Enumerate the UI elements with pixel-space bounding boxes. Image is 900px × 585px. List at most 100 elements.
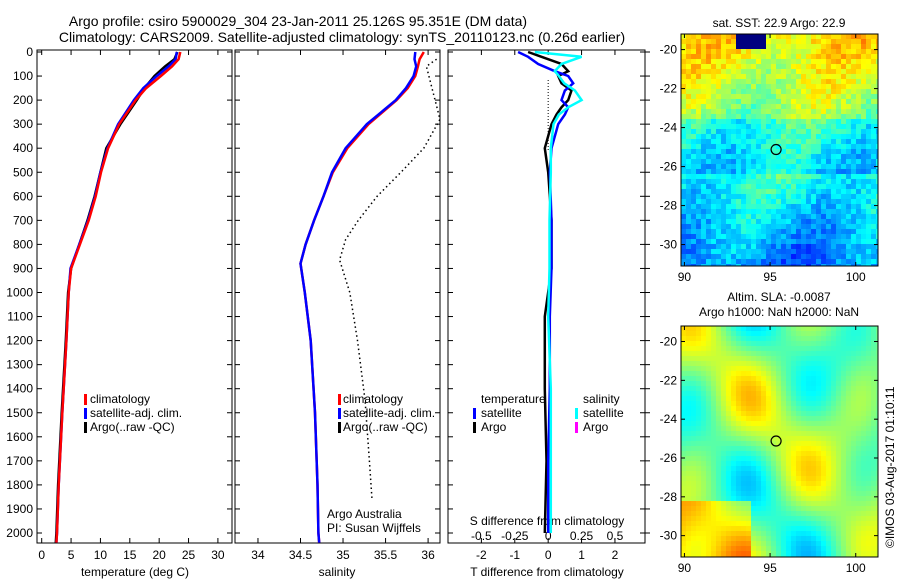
map-cell (776, 164, 781, 169)
map-cell (816, 99, 821, 104)
map-cell (831, 59, 836, 64)
map-cell (706, 336, 711, 341)
map-cell (826, 139, 831, 144)
map-cell (691, 401, 696, 406)
map-cell (756, 64, 761, 69)
map-cell (771, 234, 776, 239)
map-cell (781, 406, 786, 411)
map-cell (771, 511, 776, 516)
legend-swatch (473, 422, 476, 433)
map-cell (776, 124, 781, 129)
map-cell (846, 49, 851, 54)
map-cell (736, 511, 741, 516)
map-cell (876, 336, 878, 341)
map-cell (861, 229, 866, 234)
map-cell (871, 169, 876, 174)
map-cell (681, 416, 686, 421)
map-cell (786, 119, 791, 124)
map-cell (686, 411, 691, 416)
map-cell (816, 391, 821, 396)
map-cell (726, 69, 731, 74)
map-cell (731, 336, 736, 341)
map-cell (836, 436, 841, 441)
map-cell (716, 189, 721, 194)
map-cell (796, 496, 801, 501)
map-cell (791, 224, 796, 229)
map-cell (771, 109, 776, 114)
map-cell (731, 144, 736, 149)
map-cell (731, 476, 736, 481)
map-cell (866, 194, 871, 199)
map-cell (726, 209, 731, 214)
map-cell (691, 511, 696, 516)
annotation-argo-australia: Argo Australia (327, 507, 402, 521)
map-cell (856, 526, 861, 531)
map-cell (781, 184, 786, 189)
legend-swatch (575, 422, 578, 433)
map-cell (791, 366, 796, 371)
map-cell (696, 536, 701, 541)
map-cell (786, 154, 791, 159)
map-cell (686, 39, 691, 44)
map-cell (711, 249, 716, 254)
map-cell (871, 179, 876, 184)
map-cell (856, 204, 861, 209)
map-cell (821, 139, 826, 144)
map-cell (816, 526, 821, 531)
map-cell (846, 204, 851, 209)
map-cell (721, 94, 726, 99)
map-cell (831, 446, 836, 451)
map-cell (681, 521, 686, 526)
map-cell (811, 391, 816, 396)
map-cell (786, 401, 791, 406)
map-cell (706, 541, 711, 546)
map-cell (741, 129, 746, 134)
map-cell (871, 224, 876, 229)
map-cell (831, 34, 836, 39)
map-cell (796, 69, 801, 74)
map-cell (726, 431, 731, 436)
map-cell (701, 94, 706, 99)
map-cell (776, 59, 781, 64)
map-cell (691, 219, 696, 224)
map-cell (716, 209, 721, 214)
map-cell (751, 199, 756, 204)
map-cell (826, 456, 831, 461)
map-cell (771, 521, 776, 526)
map-cell (686, 371, 691, 376)
map-cell (766, 456, 771, 461)
map-cell (846, 124, 851, 129)
map-cell (761, 496, 766, 501)
map-cell (731, 59, 736, 64)
map-cell (826, 234, 831, 239)
map-cell (736, 99, 741, 104)
map-cell (776, 486, 781, 491)
map-cell (711, 336, 716, 341)
map-cell (786, 239, 791, 244)
map-cell (871, 244, 876, 249)
map-cell (701, 39, 706, 44)
map-cell (786, 54, 791, 59)
map-cell (861, 446, 866, 451)
map-cell (821, 99, 826, 104)
map-cell (756, 79, 761, 84)
map-cell (761, 336, 766, 341)
map-cell (786, 361, 791, 366)
map-cell (746, 249, 751, 254)
map-cell (771, 209, 776, 214)
map-cell (791, 356, 796, 361)
map-cell (861, 471, 866, 476)
s-tick-label: -0.5 (471, 529, 492, 543)
map-cell (691, 179, 696, 184)
map-cell (801, 159, 806, 164)
map-cell (711, 351, 716, 356)
map-cell (751, 331, 756, 336)
map-cell (691, 39, 696, 44)
map-cell (776, 234, 781, 239)
map-cell (861, 461, 866, 466)
map-cell (776, 154, 781, 159)
map-cell (776, 129, 781, 134)
map-cell (861, 516, 866, 521)
map-cell (801, 396, 806, 401)
map-cell (876, 234, 878, 239)
